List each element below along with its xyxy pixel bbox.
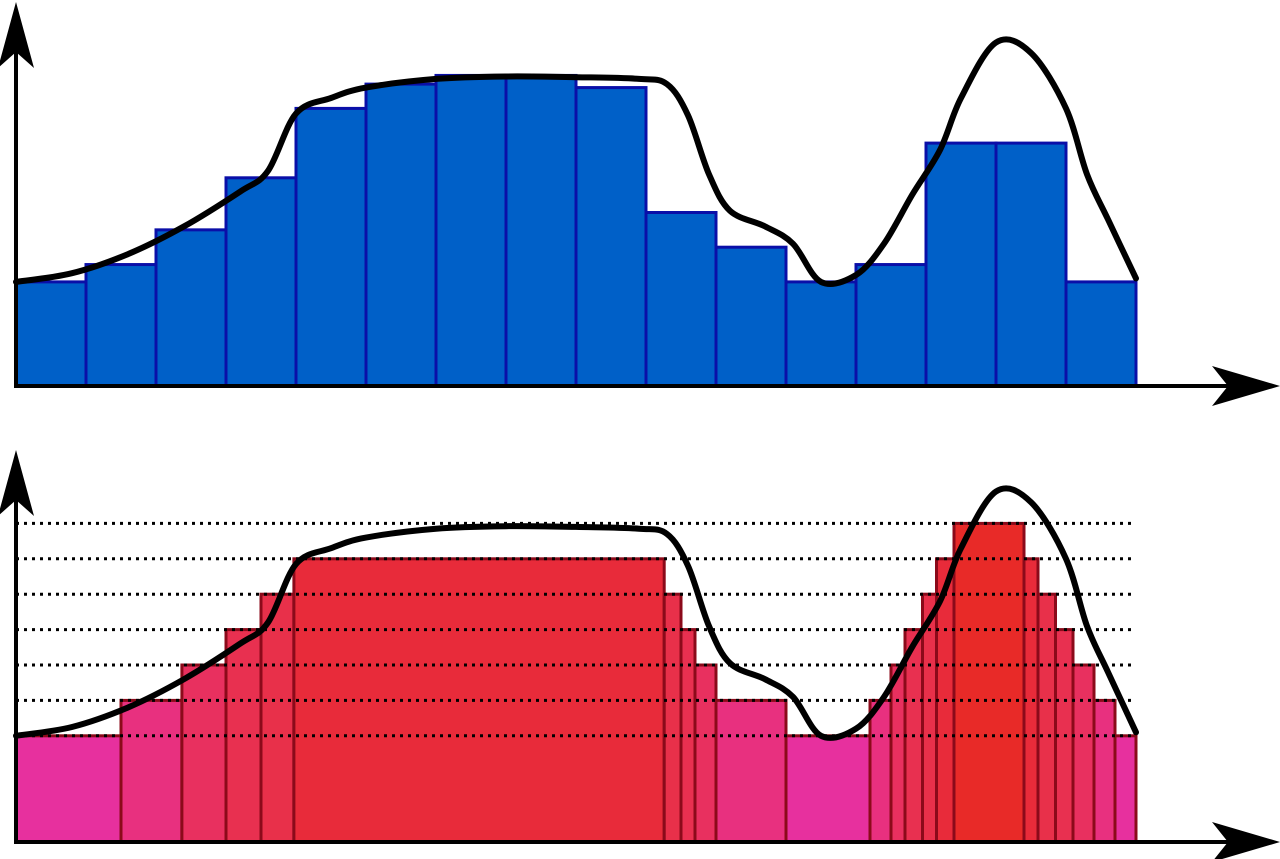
top-bar <box>574 86 648 388</box>
top-x-axis-arrow-icon <box>1212 366 1280 406</box>
bottom-bar <box>868 698 893 844</box>
top-bar <box>504 73 578 388</box>
top-bar <box>14 280 88 388</box>
bottom-y-axis-arrow-icon <box>0 450 34 516</box>
bottom-bar <box>224 628 263 844</box>
top-panel <box>0 2 1280 406</box>
bottom-x-axis-arrow-icon <box>1212 822 1280 859</box>
bottom-panel <box>0 450 1280 859</box>
bottom-axes <box>0 450 1280 859</box>
top-bar <box>854 263 928 388</box>
top-bar <box>434 73 508 388</box>
bottom-bar <box>119 698 184 844</box>
top-bar <box>364 82 438 388</box>
bottom-bar <box>259 592 296 844</box>
top-bar <box>154 228 228 388</box>
top-axes <box>0 2 1280 406</box>
bottom-bar <box>14 734 123 844</box>
bottom-bars <box>14 521 1138 844</box>
bottom-bar <box>714 698 788 844</box>
bottom-bar <box>693 663 718 844</box>
bottom-bar <box>889 663 907 844</box>
top-bars <box>14 73 1138 388</box>
bottom-density-curve <box>13 485 1139 741</box>
bottom-bar <box>180 663 228 844</box>
top-bar <box>224 176 298 388</box>
bottom-bar <box>784 734 872 844</box>
bottom-bar <box>1092 698 1117 844</box>
bottom-bar <box>662 592 683 844</box>
top-density-curve <box>13 36 1139 287</box>
bottom-bar <box>952 521 1026 844</box>
bottom-bar <box>1113 734 1138 844</box>
top-bar <box>784 280 858 388</box>
top-bar <box>294 106 368 388</box>
bottom-bar <box>1036 592 1057 844</box>
top-y-axis-arrow-icon <box>0 2 34 68</box>
top-bar <box>714 245 788 388</box>
bottom-bar <box>1071 663 1096 844</box>
top-bar <box>84 263 158 388</box>
top-bar <box>994 141 1068 388</box>
top-bar <box>1064 280 1138 388</box>
top-bar <box>924 141 998 388</box>
top-bar <box>644 211 718 388</box>
